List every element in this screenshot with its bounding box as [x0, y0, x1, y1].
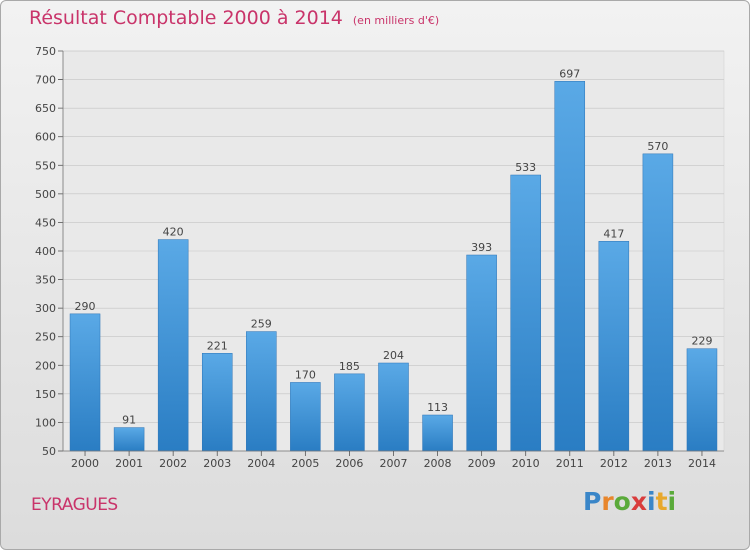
x-tick-label: 2001: [115, 457, 143, 470]
bar-value-label: 533: [515, 161, 536, 174]
bars: 290 91 420 221 259 170 185 204 113 393 533 697 417 57…: [69, 67, 718, 452]
location-label: EYRAGUES: [31, 495, 118, 515]
x-tick-label: 2008: [424, 457, 452, 470]
bar: [157, 239, 189, 452]
bar-value-label: 420: [163, 226, 184, 239]
bar-value-label: 290: [75, 300, 96, 313]
x-tick-label: 2009: [468, 457, 496, 470]
bar: [510, 174, 541, 452]
bar: [334, 373, 365, 452]
y-tick-label: 750: [35, 45, 56, 58]
brand-letter: i: [647, 487, 656, 516]
y-tick-label: 150: [35, 388, 56, 401]
x-tick-label: 2012: [600, 457, 628, 470]
bar: [201, 353, 233, 452]
x-tick-label: 2007: [380, 457, 408, 470]
bar-value-label: 417: [603, 227, 624, 240]
brand-letter: t: [655, 487, 668, 516]
bar-value-label: 259: [251, 318, 272, 331]
bar: [598, 241, 630, 452]
chart-title: Résultat Comptable 2000 à 2014 (en millie…: [29, 7, 440, 29]
brand-letter: x: [630, 487, 647, 516]
brand-logo[interactable]: Proxiti: [583, 487, 676, 516]
bar-value-label: 697: [559, 67, 580, 80]
y-tick-label: 500: [35, 188, 56, 201]
bar: [466, 254, 497, 452]
brand-letter: P: [583, 487, 602, 516]
brand-letter: r: [601, 487, 614, 516]
x-tick-label: 2004: [247, 457, 275, 470]
bar: [69, 313, 101, 452]
bar-value-label: 170: [295, 368, 316, 381]
x-tick-label: 2000: [71, 457, 99, 470]
bar: [554, 81, 586, 452]
x-tick-label: 2014: [688, 457, 716, 470]
bar-value-label: 221: [207, 339, 228, 352]
y-tick-label: 650: [35, 102, 56, 115]
bar: [290, 382, 321, 452]
x-axis: 2000 2001 2002 2003 2004 2005 2006 2007 2008 2009…: [63, 450, 724, 470]
bar-value-label: 204: [383, 349, 404, 362]
chart-subtitle: (en milliers d'€): [352, 14, 440, 27]
bar: [113, 427, 145, 452]
bar: [378, 362, 409, 452]
bar: [246, 331, 277, 452]
x-tick-label: 2002: [159, 457, 187, 470]
x-tick-label: 2013: [644, 457, 672, 470]
bar: [686, 348, 718, 452]
bar-value-label: 229: [691, 335, 712, 348]
brand-letter: o: [613, 487, 631, 516]
bar-value-label: 113: [427, 401, 448, 414]
y-tick-label: 250: [35, 331, 56, 344]
bar: [422, 414, 453, 452]
y-tick-label: 350: [35, 274, 56, 287]
y-axis: 50 100 150 200 250 300 350 400 450 500 550 600 650 70…: [35, 45, 64, 458]
x-tick-label: 2006: [335, 457, 363, 470]
y-tick-label: 200: [35, 359, 56, 372]
brand-letter: i: [667, 487, 677, 516]
y-tick-label: 400: [35, 245, 56, 258]
bar-value-label: 570: [647, 140, 668, 153]
y-tick-label: 700: [35, 74, 56, 87]
bar: [642, 153, 674, 452]
x-tick-label: 2005: [291, 457, 319, 470]
y-tick-label: 100: [35, 416, 56, 429]
x-tick-label: 2010: [512, 457, 540, 470]
bar-value-label: 185: [339, 360, 360, 373]
y-tick-label: 50: [42, 445, 56, 458]
x-tick-label: 2003: [203, 457, 231, 470]
y-tick-label: 450: [35, 216, 56, 229]
y-tick-label: 600: [35, 131, 56, 144]
y-tick-label: 550: [35, 159, 56, 172]
x-tick-label: 2011: [556, 457, 584, 470]
bar-value-label: 393: [471, 241, 492, 254]
bar-value-label: 91: [122, 414, 136, 427]
y-tick-label: 300: [35, 302, 56, 315]
